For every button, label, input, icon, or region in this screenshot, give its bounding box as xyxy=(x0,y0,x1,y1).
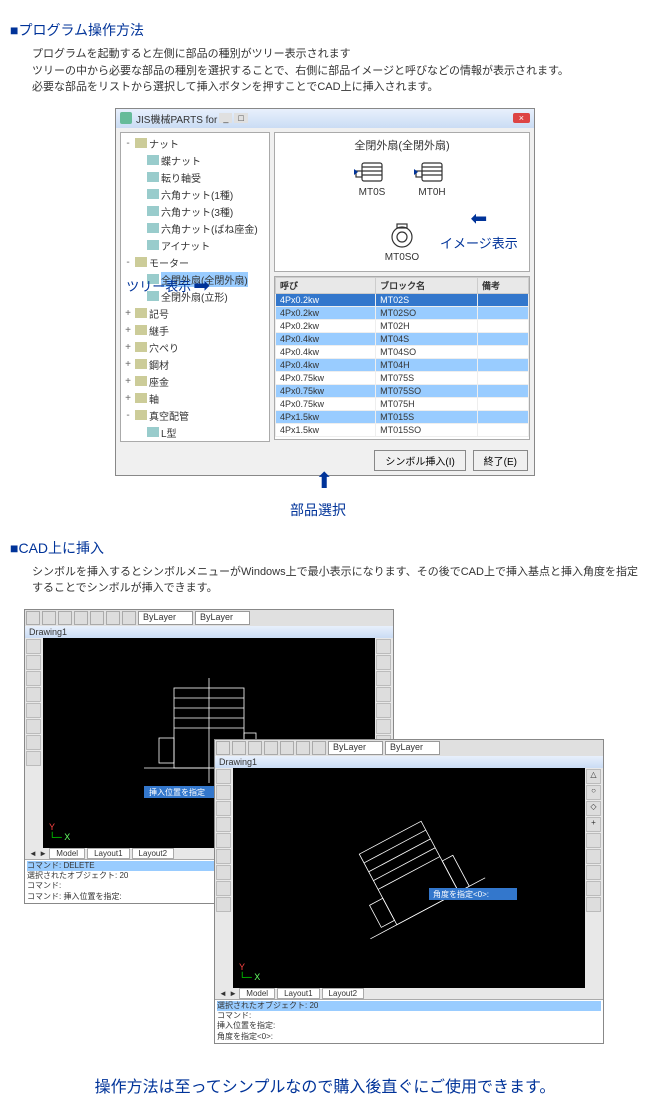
app-icon xyxy=(120,112,132,124)
parts-select-annotation: 部品選択 xyxy=(290,500,346,520)
tree-item[interactable]: 蝶ナット xyxy=(123,152,267,169)
table-row[interactable]: 4Px0.2kwMT02S xyxy=(276,293,529,306)
table-row[interactable]: 4Px0.2kwMT02H xyxy=(276,319,529,332)
cad-left-toolbar[interactable] xyxy=(25,638,43,848)
arrow-left-icon: ⬅ xyxy=(470,206,487,231)
svg-text:角度を指定<0>:: 角度を指定<0>: xyxy=(433,889,489,899)
maximize-button[interactable]: □ xyxy=(234,113,247,123)
cad-window-2: ByLayer ByLayer Drawing1 xyxy=(214,739,604,1045)
parts-table[interactable]: 呼びブロック名備考4Px0.2kwMT02S4Px0.2kwMT02SO4Px0… xyxy=(274,276,530,440)
table-row[interactable]: 4Px1.5kwMT015SO xyxy=(276,423,529,436)
dialog-titlebar: JIS機械PARTS for _ □ × xyxy=(116,109,534,128)
section2-description: シンボルを挿入するとシンボルメニューがWindows上で最小表示になります、その… xyxy=(32,564,640,597)
tree-item[interactable]: +軸 xyxy=(123,390,267,407)
table-row[interactable]: 4Px0.75kwMT075S xyxy=(276,371,529,384)
tree-item[interactable]: 六角ナット(1種) xyxy=(123,186,267,203)
image-annotation: ⬅イメージ表示 xyxy=(440,206,518,252)
exit-button[interactable]: 終了(E) xyxy=(473,450,528,471)
tree-item[interactable]: +記号 xyxy=(123,305,267,322)
tree-item[interactable]: L型 xyxy=(123,424,267,441)
tree-item[interactable]: 六角ナット(ばね座金) xyxy=(123,220,267,237)
tree-item[interactable]: -モーター xyxy=(123,254,267,271)
motor-preview[interactable]: MT0H xyxy=(414,157,450,198)
tree-annotation: ツリー表示➡ xyxy=(126,273,210,298)
svg-text:挿入位置を指定: 挿入位置を指定 xyxy=(149,787,205,797)
table-row[interactable]: 4Px0.75kwMT075H xyxy=(276,397,529,410)
tree-item[interactable]: -ナット xyxy=(123,135,267,152)
table-row[interactable]: 4Px0.4kwMT04S xyxy=(276,332,529,345)
tree-item[interactable]: +継手 xyxy=(123,322,267,339)
motor-preview[interactable]: MT0S xyxy=(354,157,390,198)
section1-description: プログラムを起動すると左側に部品の種別がツリー表示されます ツリーの中から必要な… xyxy=(32,46,640,96)
cad-tabs[interactable]: ◄ ► ModelLayout1Layout2 xyxy=(215,988,603,999)
tree-item[interactable]: T型 xyxy=(123,441,267,442)
cad-toolbar: ByLayer ByLayer xyxy=(25,610,393,626)
section1-title: ■プログラム操作方法 xyxy=(10,20,640,40)
cad-command-line[interactable]: 選択されたオブジェクト: 20コマンド:挿入位置を指定:角度を指定<0>: xyxy=(215,999,603,1044)
tree-item[interactable]: 六角ナット(3種) xyxy=(123,203,267,220)
insert-symbol-button[interactable]: シンボル挿入(I) xyxy=(374,450,465,471)
tree-item[interactable]: 転り軸受 xyxy=(123,169,267,186)
minimize-button[interactable]: _ xyxy=(219,113,232,123)
cad-doc-title: Drawing1 xyxy=(29,627,67,637)
bottom-message: 操作方法は至ってシンプルなので購入後直ぐにご使用できます。 xyxy=(10,1073,640,1097)
cad-toolbar: ByLayer ByLayer xyxy=(215,740,603,756)
arrow-right-icon: ➡ xyxy=(193,273,210,298)
preview-title: 全閉外扇(全閉外扇) xyxy=(279,137,525,153)
tree-item[interactable]: -真空配管 xyxy=(123,407,267,424)
cad-canvas-2[interactable]: 角度を指定<0>: Y└─ X xyxy=(233,768,585,988)
tree-item[interactable]: +穴ペり xyxy=(123,339,267,356)
table-row[interactable]: 4Px0.75kwMT075SO xyxy=(276,384,529,397)
table-row[interactable]: 4Px0.4kwMT04SO xyxy=(276,345,529,358)
tree-item[interactable]: +鋼材 xyxy=(123,356,267,373)
table-row[interactable]: 4Px1.5kwMT015S xyxy=(276,410,529,423)
dialog-title: JIS機械PARTS for xyxy=(136,111,217,126)
table-row[interactable]: 4Px0.2kwMT02SO xyxy=(276,306,529,319)
cad-screenshots: ByLayer ByLayer Drawing1 xyxy=(24,609,624,1049)
tree-item[interactable]: +座金 xyxy=(123,373,267,390)
arrow-up-icon: ⬆ xyxy=(315,468,333,494)
table-row[interactable]: 4Px0.4kwMT04H xyxy=(276,358,529,371)
section2-title: ■CAD上に挿入 xyxy=(10,538,640,558)
close-button[interactable]: × xyxy=(513,113,530,123)
tree-item[interactable]: アイナット xyxy=(123,237,267,254)
